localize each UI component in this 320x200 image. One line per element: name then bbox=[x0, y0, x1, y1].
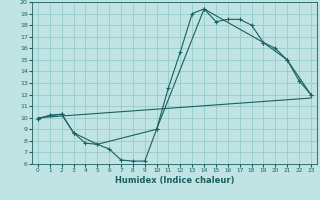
X-axis label: Humidex (Indice chaleur): Humidex (Indice chaleur) bbox=[115, 176, 234, 185]
